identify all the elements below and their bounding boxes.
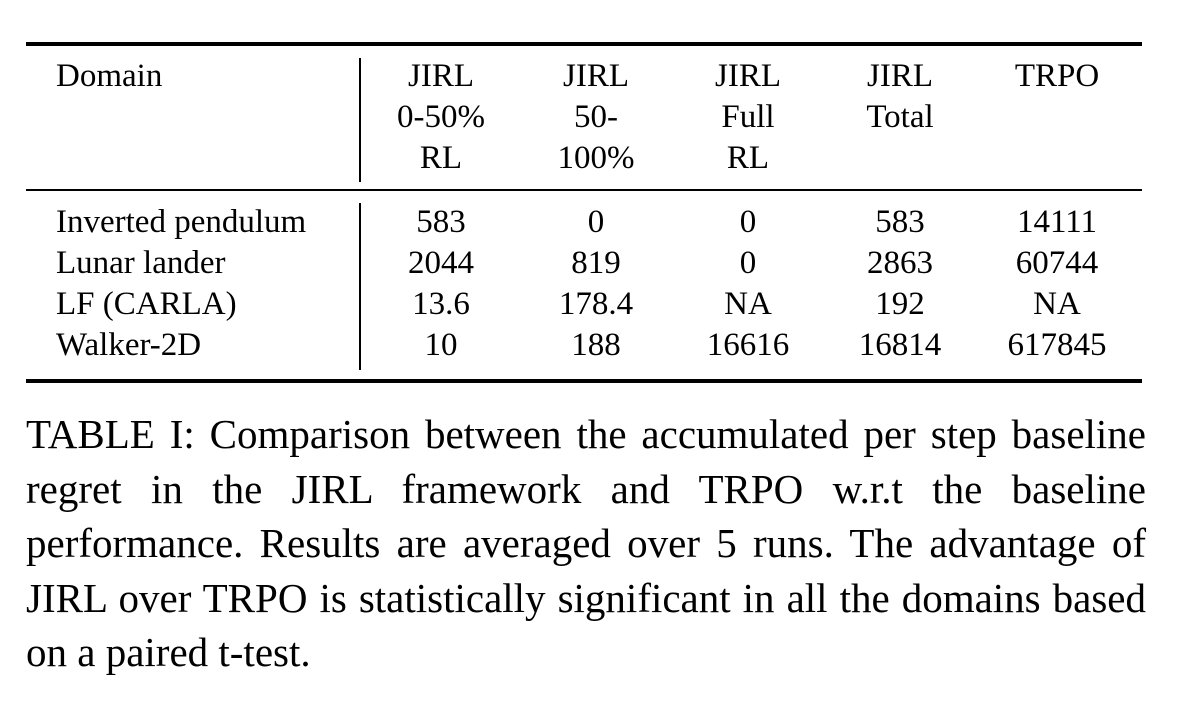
header-line: JIRL [715, 58, 781, 94]
header-jirl-full-rl: JIRL Full RL [688, 56, 808, 179]
cell-jirl-full-rl: 16616 [706, 327, 790, 363]
table-row: Lunar lander 2044 819 0 2863 60744 [26, 243, 1142, 284]
cell-jirl-full-rl: 0 [739, 204, 757, 240]
table-bottom-rule [26, 379, 1142, 383]
header-line: Total [866, 99, 934, 135]
table-row: Walker-2D 10 188 16616 16814 617845 [26, 325, 1142, 366]
table-header-divider [359, 58, 361, 182]
cell-jirl-50-100: 0 [587, 204, 605, 240]
header-jirl-total: JIRL Total [840, 56, 960, 138]
table-header-rule [26, 189, 1142, 191]
table-top-rule [26, 42, 1142, 46]
cell-jirl-total: 16814 [858, 327, 942, 363]
table-row: LF (CARLA) 13.6 178.4 NA 192 NA [26, 284, 1142, 325]
table-caption: TABLE I: Comparison between the accumula… [26, 411, 1146, 675]
cell-jirl-full-rl: 0 [739, 245, 757, 281]
header-trpo: TRPO [992, 56, 1122, 97]
results-table: Domain JIRL 0-50% RL JIRL 50- 100% JIRL … [26, 42, 1142, 384]
cell-jirl-50-100: 819 [571, 245, 621, 281]
header-line: JIRL [563, 58, 629, 94]
header-line: 50- [574, 99, 618, 135]
cell-trpo: 60744 [1015, 245, 1099, 281]
row-domain: Lunar lander [56, 245, 226, 281]
row-domain: Inverted pendulum [56, 204, 307, 240]
cell-jirl-0-50: 583 [416, 204, 466, 240]
header-line: JIRL [867, 58, 933, 94]
header-line: 0-50% [397, 99, 485, 135]
header-line: RL [419, 140, 463, 176]
header-line: TRPO [1014, 58, 1100, 94]
header-line: Domain [56, 58, 163, 94]
header-jirl-50-100: JIRL 50- 100% [536, 56, 656, 179]
cell-jirl-full-rl: NA [724, 286, 772, 322]
cell-jirl-total: 2863 [867, 245, 933, 281]
header-line: 100% [557, 140, 635, 176]
cell-jirl-total: 192 [875, 286, 925, 322]
header-domain: Domain [56, 56, 162, 97]
cell-jirl-50-100: 178.4 [558, 286, 634, 322]
cell-trpo: 617845 [1007, 327, 1107, 363]
row-domain: LF (CARLA) [56, 286, 237, 322]
cell-jirl-50-100: 188 [571, 327, 621, 363]
row-domain: Walker-2D [56, 327, 202, 363]
header-line: JIRL [408, 58, 474, 94]
table-row: Inverted pendulum 583 0 0 583 14111 [26, 202, 1142, 243]
cell-jirl-0-50: 13.6 [412, 286, 470, 322]
header-line: Full [721, 99, 775, 135]
cell-trpo: 14111 [1016, 204, 1098, 240]
table-body-divider [359, 203, 361, 370]
cell-jirl-0-50: 2044 [408, 245, 474, 281]
cell-trpo: NA [1033, 286, 1081, 322]
cell-jirl-0-50: 10 [424, 327, 458, 363]
header-jirl-0-50: JIRL 0-50% RL [381, 56, 501, 179]
cell-jirl-total: 583 [875, 204, 925, 240]
header-line: RL [726, 140, 770, 176]
